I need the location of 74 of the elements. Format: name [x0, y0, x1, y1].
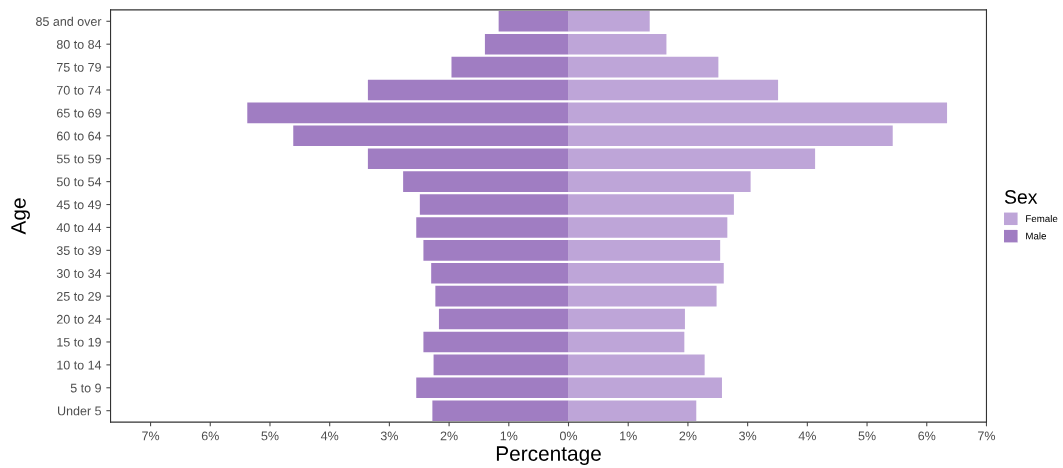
bar: [367, 148, 569, 170]
bar: [568, 308, 685, 330]
x-tick-label: 4%: [320, 431, 339, 441]
x-tick-label: 7%: [142, 431, 160, 441]
bar: [416, 217, 569, 238]
bar: [568, 102, 948, 124]
bar: [568, 331, 685, 353]
x-tick-label: 7%: [978, 431, 996, 441]
bar: [568, 10, 650, 32]
x-tick-label: 6%: [918, 431, 936, 441]
y-tick-label: 20 to 24: [56, 314, 102, 324]
bar: [432, 400, 569, 421]
x-tick-label: 4%: [798, 431, 816, 441]
y-tick-label: 80 to 84: [56, 39, 102, 49]
y-tick-label: 70 to 74: [56, 85, 102, 95]
x-tick-label: 2%: [440, 431, 458, 441]
bar: [568, 262, 724, 284]
bar: [431, 262, 569, 284]
x-tick-label: 6%: [201, 431, 219, 441]
y-tick-label: 50 to 54: [56, 177, 102, 187]
legend-label: Male: [1026, 232, 1046, 240]
legend-label: Female: [1026, 214, 1058, 223]
x-tick-label: 2%: [679, 431, 697, 441]
bar: [293, 125, 569, 147]
bar: [568, 171, 751, 192]
y-tick-label: 55 to 59: [56, 154, 101, 164]
bar: [568, 194, 734, 215]
bar: [568, 400, 697, 421]
bar: [438, 308, 569, 330]
bar: [423, 331, 569, 353]
y-tick-label: 65 to 69: [56, 108, 101, 118]
bar: [423, 240, 569, 261]
y-tick-label: 30 to 34: [56, 269, 102, 278]
bar: [367, 79, 569, 101]
bar: [568, 240, 721, 261]
y-tick-label: 85 and over: [36, 16, 102, 26]
bar: [568, 377, 722, 399]
bar: [568, 56, 719, 78]
bar: [568, 217, 728, 238]
bar: [484, 33, 569, 55]
y-tick-label: 15 to 19: [57, 337, 101, 347]
legend-title: Sex: [1004, 190, 1038, 204]
bar: [498, 10, 569, 32]
x-tick-label: 5%: [261, 431, 279, 441]
x-tick-label: 0%: [559, 431, 578, 441]
bar: [435, 285, 569, 307]
x-tick-label: 5%: [858, 431, 876, 441]
y-tick-label: 25 to 29: [56, 291, 101, 301]
bar: [247, 102, 569, 124]
y-tick-label: 35 to 39: [56, 246, 101, 255]
y-tick-label: 40 to 44: [56, 223, 102, 233]
bar: [433, 354, 569, 376]
y-tick-label: 75 to 79: [56, 62, 101, 72]
bar: [403, 171, 569, 192]
y-axis-title: Age: [11, 198, 30, 235]
bar: [568, 354, 705, 376]
y-tick-label: 45 to 49: [56, 200, 101, 210]
bar: [419, 194, 569, 215]
x-tick-label: 3%: [380, 431, 398, 441]
bar: [568, 79, 779, 101]
x-axis-title: Percentage: [496, 446, 601, 466]
x-tick-label: 1%: [500, 431, 518, 441]
bar: [451, 56, 569, 78]
x-tick-label: 3%: [739, 431, 757, 441]
y-tick-label: 10 to 14: [57, 360, 102, 370]
y-tick-label: 60 to 64: [56, 131, 102, 141]
y-tick-label: 5 to 9: [70, 383, 101, 393]
bar: [568, 285, 717, 307]
y-tick-label: Under 5: [58, 406, 101, 416]
bar: [568, 33, 667, 55]
bar: [416, 377, 569, 399]
bar: [568, 148, 816, 170]
x-tick-label: 1%: [620, 431, 637, 441]
bar: [568, 125, 893, 147]
